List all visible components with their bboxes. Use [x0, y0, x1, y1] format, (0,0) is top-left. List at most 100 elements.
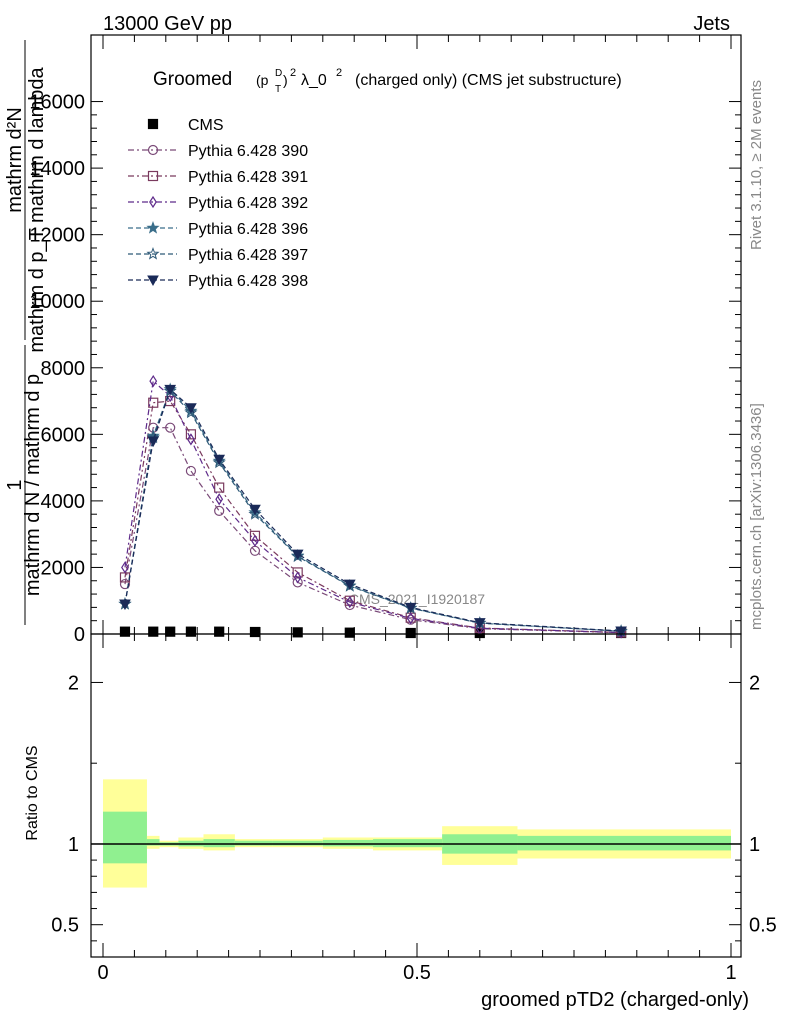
- data-point: [248, 507, 262, 520]
- data-point: [404, 602, 417, 614]
- inner-band: [234, 840, 273, 846]
- data-point: [345, 595, 354, 609]
- data-point: [291, 549, 304, 561]
- chart-title: Groomed (p D T ) 2 λ_0 2 (charged only) …: [153, 67, 622, 95]
- ratio-y-axis-label: Ratio to CMS: [24, 745, 41, 840]
- title-lambda-exp: 2: [336, 67, 342, 79]
- title-exp: 2: [290, 67, 296, 79]
- legend-item: CMS: [147, 117, 224, 134]
- data-point: [119, 578, 131, 590]
- data-point: [215, 493, 224, 506]
- data-point: [184, 405, 198, 419]
- mcplots-label: mcplots.cern.ch [arXiv:1306.3436]: [748, 403, 765, 630]
- y-label-denominator-2: mathrm d p_T mathrm d lambda: [26, 66, 48, 352]
- rivet-label: Rivet 3.1.10, ≥ 2M events: [748, 80, 765, 250]
- title-suffix: (charged only) (CMS jet substructure): [355, 72, 622, 89]
- y-tick-label: 12000: [29, 225, 85, 247]
- legend-marker: [147, 170, 159, 182]
- series-line: [124, 427, 622, 634]
- legend-label: Pythia 6.428 391: [188, 169, 308, 186]
- data-point: [185, 429, 197, 440]
- title-p: (p: [256, 72, 269, 88]
- title-sup: D: [275, 68, 282, 79]
- y-tick-label: 6000: [41, 424, 86, 446]
- ratio-y-tick-label-right: 2: [749, 672, 760, 694]
- data-point: [615, 626, 627, 638]
- title-prefix: Groomed: [153, 69, 232, 90]
- inner-band: [373, 839, 443, 848]
- x-tick-label: 0: [97, 962, 108, 984]
- legend-marker: [146, 247, 160, 260]
- data-point: [164, 384, 177, 396]
- data-point: [165, 422, 176, 433]
- series-0: [119, 626, 627, 639]
- data-point: [148, 397, 159, 408]
- y-tick-label: 10000: [29, 291, 85, 313]
- ratio-y-tick-label: 0.5: [51, 915, 79, 937]
- data-point: [185, 465, 197, 477]
- energy-label: 13000 GeV pp: [103, 13, 232, 35]
- ratio-y-tick-label-right: 0.5: [749, 915, 777, 937]
- data-point: [251, 534, 259, 547]
- inner-band: [517, 835, 731, 851]
- ratio-plot: 0.5 0.51 12 2 0 0.5 1 Ratio to CMS groomed pT…: [24, 633, 777, 1011]
- data-point: [292, 627, 303, 638]
- ratio-y-tick-label: 2: [68, 672, 79, 694]
- data-point: [149, 374, 158, 388]
- data-point: [214, 626, 225, 637]
- title-close: ): [283, 72, 288, 88]
- data-point: [148, 626, 159, 637]
- y-tick-label: 8000: [41, 358, 86, 380]
- data-point: [406, 612, 415, 625]
- series-line: [124, 379, 622, 634]
- category-label: Jets: [693, 13, 730, 35]
- legend: CMS Pythia 6.428 390 Pythia 6.428 391 Pythi…: [128, 117, 308, 290]
- y-tick-label: 2000: [41, 557, 86, 579]
- y-label-numerator-1: 1: [4, 479, 26, 490]
- x-tick-label: 0.5: [403, 962, 431, 984]
- data-point: [185, 626, 197, 637]
- ratio-uncertainty-bands: [103, 779, 731, 888]
- data-point: [214, 482, 225, 493]
- series-6: [119, 384, 627, 638]
- legend-item: Pythia 6.428 398: [128, 273, 308, 290]
- inner-band: [272, 840, 323, 846]
- main-y-axis: 0 2000 4000 6000 8000 10000 12000 14000 16000: [29, 92, 741, 646]
- legend-label: Pythia 6.428 392: [188, 195, 308, 212]
- x-tick-label: 1: [725, 962, 736, 984]
- y-tick-label: 4000: [41, 491, 86, 513]
- ratio-y-tick-label-right: 1: [749, 834, 760, 856]
- inner-band: [203, 839, 235, 848]
- x-axis-label: groomed pTD2 (charged-only): [481, 989, 749, 1011]
- legend-label: Pythia 6.428 390: [188, 143, 308, 160]
- legend-label: Pythia 6.428 396: [188, 221, 308, 238]
- data-point: [147, 436, 160, 448]
- ratio-y-tick-label: 1: [68, 834, 79, 856]
- data-point: [293, 571, 302, 584]
- inner-band: [146, 839, 160, 846]
- data-point: [185, 403, 197, 414]
- legend-item: Pythia 6.428 391: [128, 169, 308, 186]
- legend-marker: [147, 144, 159, 156]
- legend-item: Pythia 6.428 397: [128, 247, 308, 264]
- legend-item: Pythia 6.428 392: [128, 195, 308, 212]
- legend-label: Pythia 6.428 397: [188, 247, 308, 264]
- y-tick-label: 14000: [29, 158, 85, 180]
- title-sub: T: [275, 84, 281, 95]
- legend-marker: [147, 118, 159, 130]
- data-point: [213, 454, 226, 466]
- analysis-watermark: CMS_2021_I1920187: [349, 591, 485, 607]
- legend-marker: [146, 221, 160, 234]
- data-point: [214, 505, 225, 516]
- data-point: [473, 618, 486, 629]
- legend-marker: [149, 195, 157, 209]
- data-point: [343, 579, 356, 591]
- data-point: [249, 504, 261, 516]
- series-line: [124, 388, 622, 632]
- ratio-x-axis: 0 0.5 1: [97, 634, 737, 984]
- legend-marker: [147, 275, 159, 287]
- main-y-axis-label: 1 mathrm d N / mathrm d p mathrm d²N mat…: [4, 40, 48, 625]
- data-point: [405, 627, 416, 639]
- data-point: [344, 627, 355, 638]
